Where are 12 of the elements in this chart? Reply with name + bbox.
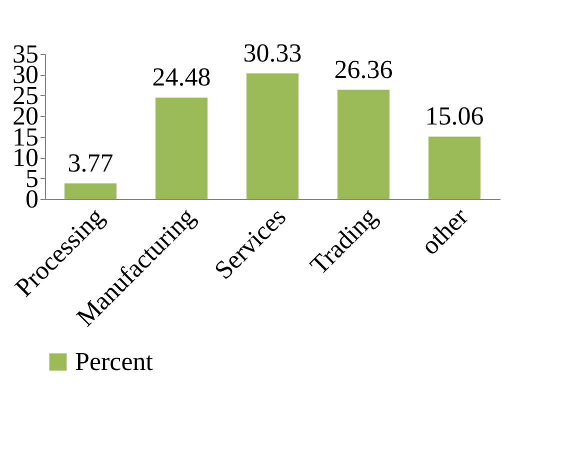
bar <box>64 183 116 199</box>
data-label: 24.48 <box>152 62 211 92</box>
data-label: 15.06 <box>425 102 484 131</box>
data-label: 26.36 <box>334 54 393 84</box>
data-label: 3.77 <box>68 148 114 178</box>
bar <box>156 98 208 199</box>
legend-label: Percent <box>75 347 154 376</box>
x-tick-label: other <box>415 202 474 260</box>
data-label: 30.33 <box>243 38 302 68</box>
bar <box>338 90 390 199</box>
bar <box>428 136 480 199</box>
bar <box>246 73 298 199</box>
